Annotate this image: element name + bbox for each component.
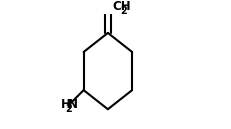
Text: CH: CH — [112, 0, 131, 13]
Text: 2: 2 — [66, 104, 73, 114]
Text: N: N — [68, 98, 78, 111]
Text: 2: 2 — [121, 6, 127, 16]
Text: H: H — [61, 98, 71, 111]
